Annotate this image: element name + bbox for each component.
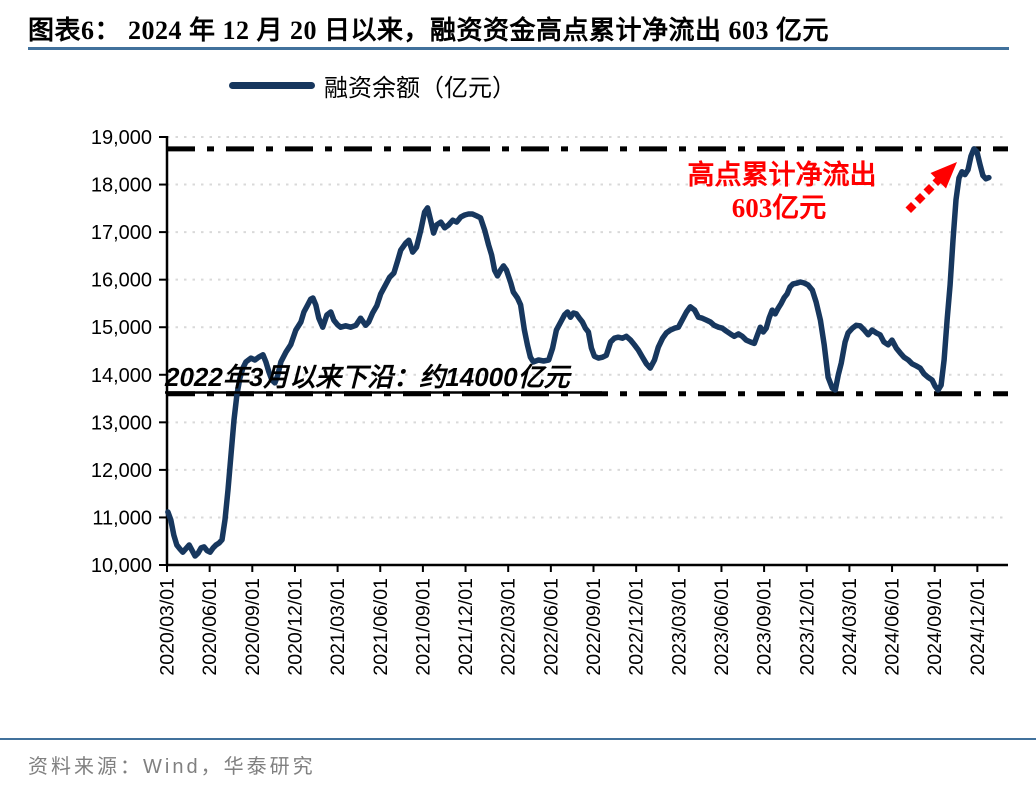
annotation-high-point-line1: 高点累计净流出	[688, 159, 877, 190]
x-tick-label: 2022/06/01	[540, 578, 562, 676]
legend-series-label: 融资余额（亿元）	[324, 76, 516, 102]
series-line	[165, 146, 992, 559]
y-tick-label: 13,000	[91, 412, 152, 434]
title-divider	[28, 47, 1009, 50]
annotation-lower-band: 2022年3月以来下沿：约14000亿元	[164, 362, 573, 392]
x-tick-label: 2023/12/01	[796, 578, 818, 676]
x-tick-label: 2023/03/01	[668, 578, 690, 676]
x-tick-label: 2023/09/01	[754, 578, 776, 676]
x-tick-label: 2024/09/01	[924, 578, 946, 676]
x-tick-label: 2020/09/01	[242, 578, 264, 676]
page-title: 图表6： 2024 年 12 月 20 日以来，融资资金高点累计净流出 603 …	[28, 16, 830, 45]
x-tick-label: 2022/12/01	[626, 578, 648, 676]
x-tick-label: 2020/03/01	[157, 578, 179, 676]
y-tick-label: 16,000	[91, 270, 152, 292]
footer-divider	[0, 738, 1036, 740]
source-note: 资料来源：Wind，华泰研究	[28, 756, 316, 778]
y-axis-ticks	[159, 136, 167, 566]
y-tick-label: 17,000	[91, 222, 152, 244]
x-tick-label: 2024/06/01	[882, 578, 904, 676]
y-tick-label: 19,000	[91, 127, 152, 149]
x-tick-label: 2021/12/01	[455, 578, 477, 676]
y-tick-label: 11,000	[92, 507, 152, 529]
x-tick-label: 2022/09/01	[583, 578, 605, 676]
x-tick-label: 2024/03/01	[839, 578, 861, 676]
x-tick-label: 2021/06/01	[370, 578, 392, 676]
x-tick-label: 2021/09/01	[412, 578, 434, 676]
legend-line-swatch	[229, 82, 315, 89]
y-axis-labels: 10,000 11,000 12,000 13,000 14,000 15,000 16,0…	[91, 127, 152, 577]
x-tick-label: 2023/06/01	[711, 578, 733, 676]
x-tick-label: 2020/06/01	[199, 578, 221, 676]
red-dotted-arrow-icon	[905, 162, 957, 213]
y-tick-label: 18,000	[91, 175, 152, 197]
x-tick-label: 2024/12/01	[967, 578, 989, 676]
reference-lines	[167, 146, 1008, 397]
y-tick-label: 10,000	[91, 555, 152, 577]
y-tick-label: 15,000	[91, 317, 152, 339]
chart-legend: 融资余额（亿元）	[229, 68, 516, 103]
x-axis-ticks	[166, 565, 979, 572]
y-tick-label: 12,000	[91, 460, 152, 482]
x-tick-label: 2022/03/01	[498, 578, 520, 676]
annotation-high-point-line2: 603亿元	[732, 193, 827, 223]
x-tick-label: 2020/12/01	[284, 578, 306, 676]
x-tick-label: 2021/03/01	[327, 578, 349, 676]
x-axis-labels: 2020/03/01 2020/06/01 2020/09/01 2020/12/01…	[157, 578, 989, 676]
line-chart: 10,000 11,000 12,000 13,000 14,000 15,000 16,0…	[91, 127, 1008, 676]
y-tick-label: 14,000	[91, 365, 152, 387]
